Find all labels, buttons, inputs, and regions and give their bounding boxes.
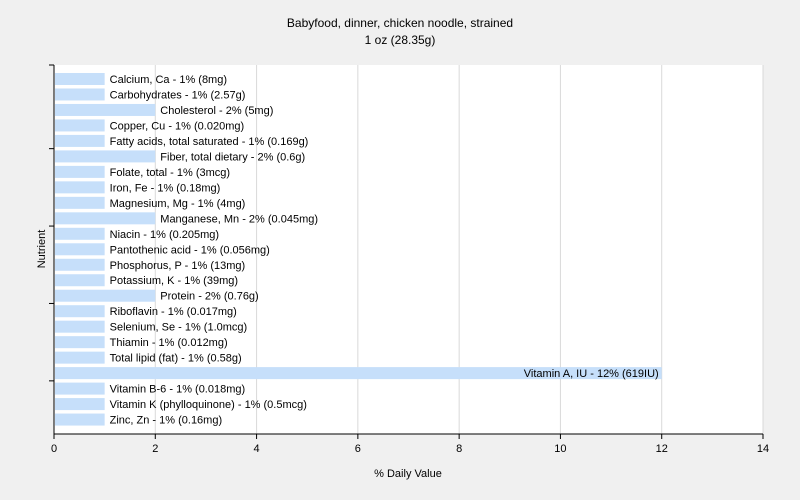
bar	[55, 212, 156, 225]
bar-label: Niacin - 1% (0.205mg)	[110, 229, 219, 241]
bar-label: Carbohydrates - 1% (2.57g)	[110, 89, 246, 101]
bar-label: Cholesterol - 2% (5mg)	[160, 105, 273, 117]
bar	[55, 88, 105, 101]
bar-label: Potassium, K - 1% (39mg)	[110, 275, 238, 287]
bar-label: Protein - 2% (0.76g)	[160, 291, 258, 303]
bar-label: Phosphorus, P - 1% (13mg)	[110, 260, 246, 272]
bar	[55, 351, 105, 364]
chart-title: Babyfood, dinner, chicken noodle, strain…	[286, 16, 514, 30]
bar	[55, 382, 105, 395]
bar	[55, 243, 105, 256]
bar-label: Pantothenic acid - 1% (0.056mg)	[110, 244, 270, 256]
bar-label: Calcium, Ca - 1% (8mg)	[110, 74, 227, 86]
bar-label: Magnesium, Mg - 1% (4mg)	[110, 198, 246, 210]
x-tick-label: 10	[554, 443, 566, 455]
bar	[55, 258, 105, 271]
bar	[55, 165, 105, 178]
bar-label: Vitamin A, IU - 12% (619IU)	[524, 368, 659, 380]
x-tick-label: 12	[656, 443, 668, 455]
bar	[55, 119, 105, 132]
x-axis-label: % Daily Value	[374, 468, 442, 480]
bar-label: Fiber, total dietary - 2% (0.6g)	[160, 151, 305, 163]
bar	[55, 274, 105, 287]
bar	[55, 320, 105, 333]
bar	[55, 336, 105, 349]
bar	[55, 398, 105, 411]
axes: 0 2 4 6 8 10 12 14	[49, 64, 769, 455]
x-tick-label: 2	[152, 443, 158, 455]
bar-label: Copper, Cu - 1% (0.020mg)	[110, 120, 245, 132]
bar-label: Total lipid (fat) - 1% (0.58g)	[110, 353, 242, 365]
x-tick-label: 0	[51, 443, 57, 455]
x-tick-label: 8	[456, 443, 462, 455]
x-tick-label: 14	[757, 443, 769, 455]
bar-label: Vitamin K (phylloquinone) - 1% (0.5mcg)	[110, 399, 307, 411]
bar	[55, 73, 105, 85]
bar	[55, 196, 105, 209]
bar	[55, 289, 156, 302]
bar	[55, 103, 156, 116]
bar-label: Vitamin B-6 - 1% (0.018mg)	[110, 384, 246, 396]
bar	[55, 413, 105, 426]
bar	[55, 134, 105, 147]
chart-subtitle: 1 oz (28.35g)	[364, 33, 436, 47]
bar-label: Fatty acids, total saturated - 1% (0.169…	[110, 136, 309, 148]
bar-group: Calcium, Ca - 1% (8mg) Carbohydrates - 1%…	[55, 73, 662, 427]
bar-label: Selenium, Se - 1% (1.0mcg)	[110, 322, 248, 334]
bar-label: Manganese, Mn - 2% (0.045mg)	[160, 213, 318, 225]
bar-label: Folate, total - 1% (3mcg)	[110, 167, 230, 179]
bar-label: Zinc, Zn - 1% (0.16mg)	[110, 415, 222, 427]
x-tick-label: 6	[355, 443, 361, 455]
bar	[55, 181, 105, 194]
bar	[55, 150, 156, 163]
x-tick-label: 4	[254, 443, 260, 455]
bar-label: Riboflavin - 1% (0.017mg)	[110, 306, 237, 318]
bar-label: Iron, Fe - 1% (0.18mg)	[110, 182, 221, 194]
bar	[55, 367, 662, 380]
bar-label: Thiamin - 1% (0.012mg)	[110, 337, 228, 349]
bar	[55, 227, 105, 240]
y-axis-label: Nutrient	[36, 230, 48, 269]
bar	[55, 305, 105, 318]
